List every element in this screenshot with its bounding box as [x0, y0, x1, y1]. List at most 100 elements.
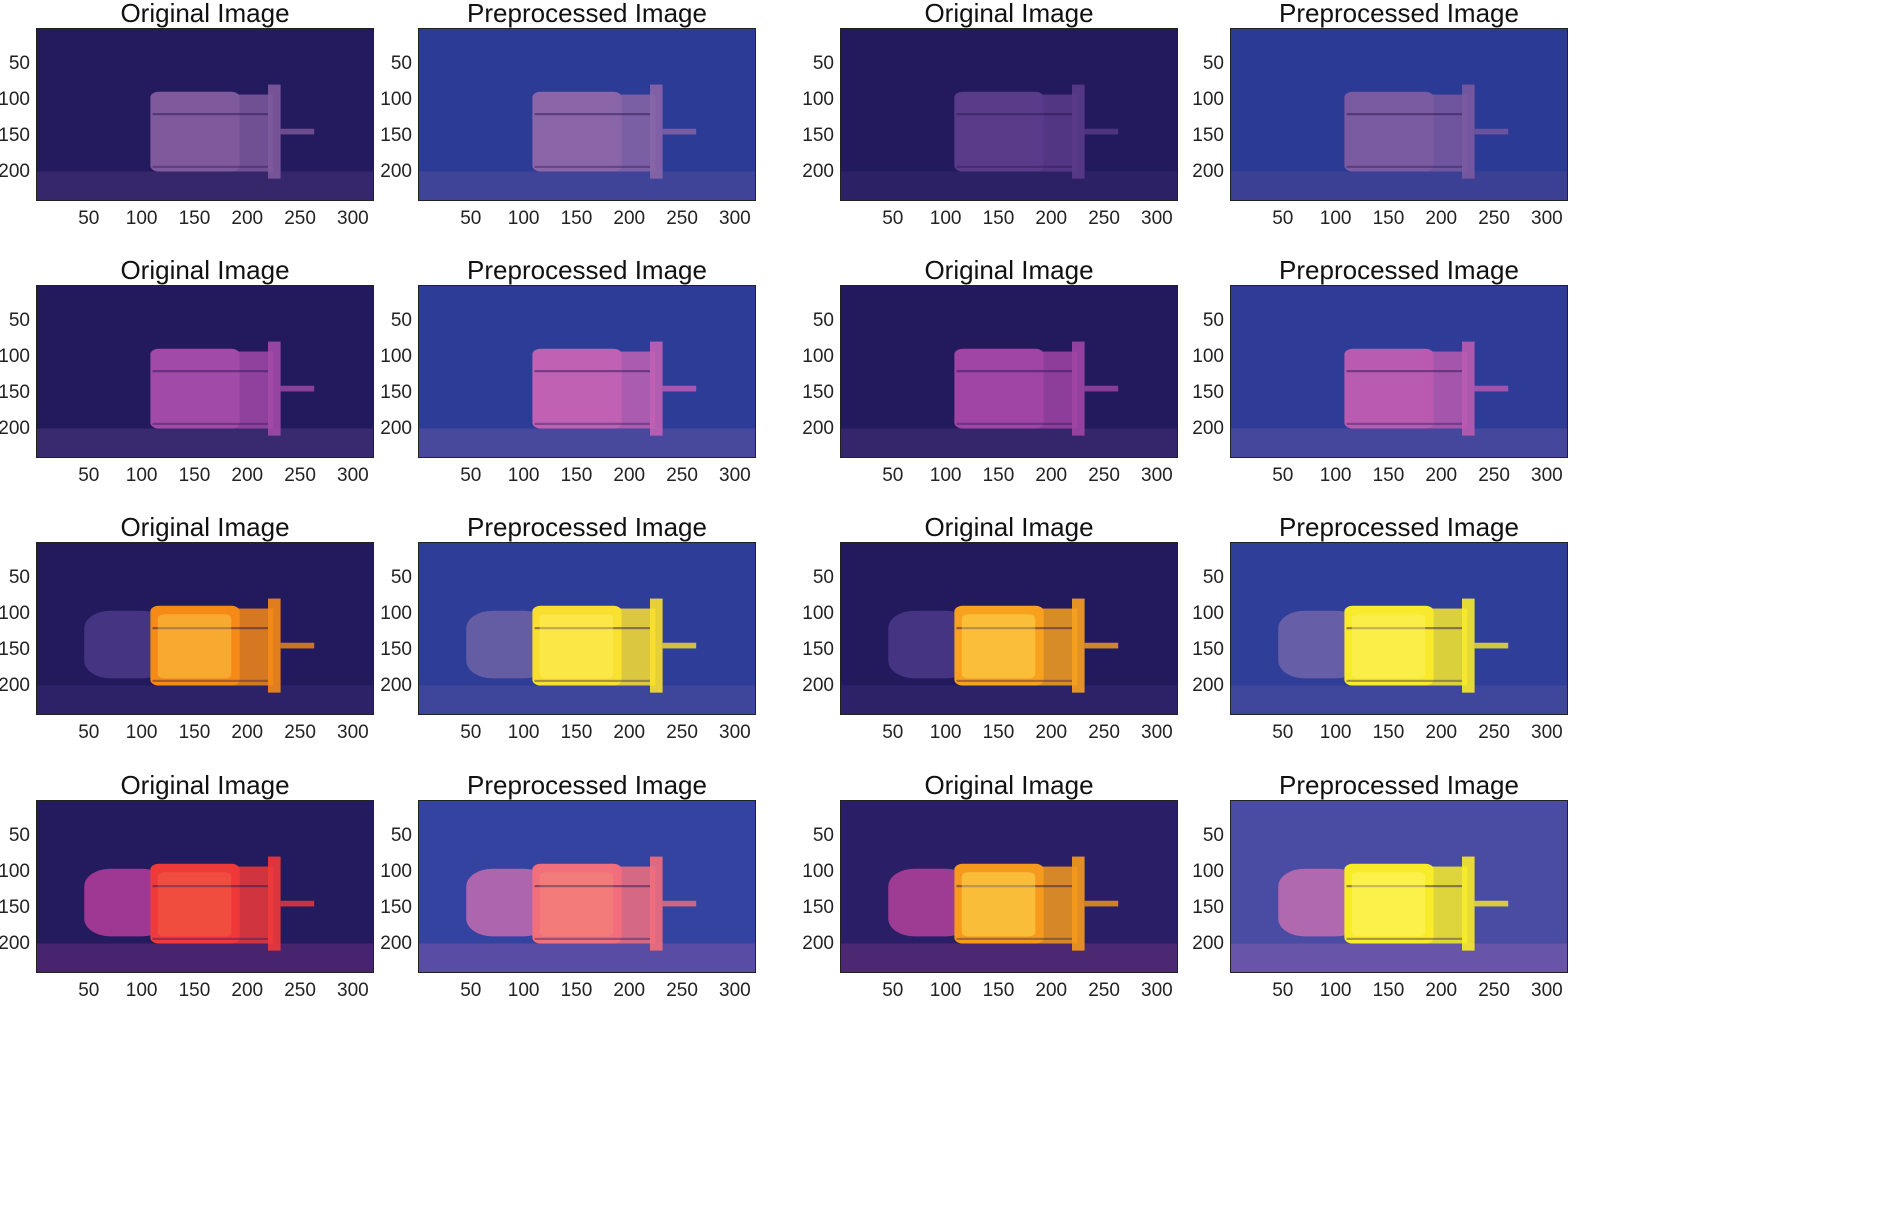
motor-shaft	[280, 128, 315, 135]
y-tick-label: 50	[812, 53, 834, 75]
image-panel: Preprocessed Image 50 100 150 200 50 100 150 200…	[378, 514, 848, 804]
x-tick-label: 100	[507, 465, 540, 486]
x-tick-label: 150	[560, 980, 593, 1001]
y-tick-label: 50	[812, 310, 834, 332]
thermal-image	[36, 542, 374, 715]
y-tick-label: 200	[802, 161, 834, 183]
x-tick-label: 50	[78, 980, 100, 1001]
motor-seam-line	[534, 370, 650, 373]
floor-reflection	[1231, 428, 1567, 457]
motor-body	[954, 348, 1044, 429]
y-tick-label: 50	[1202, 310, 1224, 332]
y-tick-label: 100	[1192, 603, 1224, 625]
x-tick-label: 250	[1088, 208, 1120, 229]
thermal-image	[36, 285, 374, 458]
y-tick-label: 100	[0, 89, 30, 111]
motor-thermal-svg	[1231, 598, 1567, 714]
motor-seam-line	[152, 885, 268, 888]
floor-reflection	[37, 428, 373, 457]
y-tick-label: 200	[0, 675, 30, 697]
x-tick-label: 200	[1425, 465, 1458, 486]
floor-reflection	[419, 428, 755, 457]
x-tick-label: 150	[982, 208, 1015, 229]
y-tick-label: 200	[1192, 418, 1224, 440]
motor-thermal-svg	[841, 341, 1177, 457]
image-panel: Preprocessed Image 50 100 150 200 50 100 150 200…	[1190, 257, 1660, 547]
x-tick-label: 150	[1372, 208, 1405, 229]
x-tick-label: 200	[231, 722, 264, 743]
y-tick-label: 100	[380, 603, 412, 625]
x-tick-label: 150	[1372, 465, 1405, 486]
motor-flange	[1072, 341, 1085, 436]
y-tick-label: 200	[0, 418, 30, 440]
x-tick-label: 300	[337, 980, 369, 1001]
y-tick-label: 200	[0, 933, 30, 955]
floor-reflection	[841, 428, 1177, 457]
thermal-image	[36, 28, 374, 201]
floor-reflection	[841, 171, 1177, 200]
motor-body	[1344, 91, 1434, 172]
x-tick-label: 100	[125, 465, 158, 486]
motor-thermal-svg	[419, 598, 755, 714]
y-tick-label: 100	[1192, 89, 1224, 111]
panel-title: Preprocessed Image	[1279, 0, 1519, 28]
motor-thermal-svg	[419, 84, 755, 200]
motor-front-housing	[613, 351, 656, 429]
x-tick-label: 150	[178, 208, 211, 229]
x-tick-label: 300	[719, 980, 751, 1001]
motor-shaft	[280, 642, 315, 649]
y-tick-label: 50	[1202, 567, 1224, 589]
motor-seam-line	[1346, 370, 1462, 373]
y-tick-label: 150	[1192, 125, 1224, 147]
motor-front-housing	[1035, 866, 1078, 944]
motor-base-line	[956, 937, 1072, 940]
motor-seam-line	[956, 370, 1072, 373]
x-tick-label: 100	[929, 465, 962, 486]
y-tick-label: 200	[802, 933, 834, 955]
thermal-image	[36, 800, 374, 973]
x-tick-label: 50	[78, 722, 100, 743]
x-tick-label: 250	[1088, 722, 1120, 743]
y-tick-label: 50	[812, 825, 834, 847]
motor-front-housing	[613, 866, 656, 944]
motor-flange	[1462, 341, 1475, 436]
x-tick-label: 50	[1272, 465, 1294, 486]
x-tick-label: 200	[1035, 980, 1068, 1001]
x-tick-label: 250	[666, 208, 698, 229]
image-panel: Original Image 50 100 150 200 50 100 150 200 250 3…	[0, 514, 466, 804]
x-tick-label: 50	[460, 722, 482, 743]
thermal-image	[418, 285, 756, 458]
x-tick-label: 250	[284, 465, 316, 486]
panel-title: Original Image	[924, 770, 1094, 800]
motor-body	[954, 91, 1044, 172]
y-tick-label: 100	[802, 603, 834, 625]
x-tick-label: 300	[719, 465, 751, 486]
motor-front-housing	[1035, 94, 1078, 172]
motor-thermal-svg	[841, 84, 1177, 200]
motor-shaft	[1474, 385, 1509, 392]
y-tick-label: 200	[802, 675, 834, 697]
x-tick-label: 150	[982, 722, 1015, 743]
y-tick-label: 50	[8, 825, 30, 847]
y-tick-label: 200	[1192, 933, 1224, 955]
motor-front-housing	[231, 94, 274, 172]
x-tick-label: 50	[882, 980, 904, 1001]
motor-shaft	[1474, 642, 1509, 649]
motor-seam-line	[1346, 627, 1462, 630]
x-tick-label: 250	[1478, 208, 1510, 229]
y-tick-label: 150	[380, 897, 412, 919]
y-tick-label: 150	[1192, 897, 1224, 919]
x-tick-label: 200	[1035, 208, 1068, 229]
motor-base-line	[152, 679, 268, 682]
image-panel: Original Image 50 100 150 200 50 100 150 200 250 3…	[800, 772, 1270, 1062]
x-tick-label: 200	[613, 980, 646, 1001]
x-tick-label: 50	[882, 722, 904, 743]
motor-shaft	[662, 385, 697, 392]
x-tick-label: 50	[1272, 980, 1294, 1001]
y-tick-label: 200	[802, 418, 834, 440]
motor-shaft	[1474, 900, 1509, 907]
x-tick-label: 300	[1531, 208, 1563, 229]
motor-seam-line	[956, 113, 1072, 116]
x-tick-label: 250	[666, 980, 698, 1001]
motor-base-line	[152, 937, 268, 940]
